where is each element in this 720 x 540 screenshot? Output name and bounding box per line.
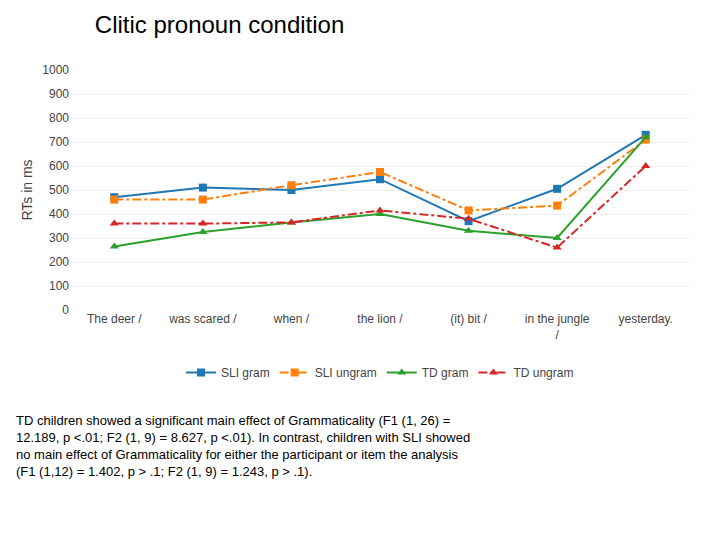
svg-text:300: 300	[49, 231, 69, 245]
svg-text:700: 700	[49, 135, 69, 149]
svg-text:400: 400	[49, 207, 69, 221]
svg-text:SLI gram: SLI gram	[221, 366, 270, 380]
svg-text:900: 900	[49, 87, 69, 101]
svg-text:yesterday.: yesterday.	[618, 312, 672, 326]
svg-text:in the jungle/: in the jungle/	[525, 312, 590, 342]
svg-text:TD gram: TD gram	[422, 366, 469, 380]
svg-text:The deer /: The deer /	[87, 312, 142, 326]
svg-text:RTs in ms: RTs in ms	[19, 159, 35, 220]
svg-text:1000: 1000	[42, 63, 69, 77]
svg-text:0: 0	[62, 303, 69, 317]
svg-text:100: 100	[49, 279, 69, 293]
svg-text:200: 200	[49, 255, 69, 269]
svg-text:the lion /: the lion /	[357, 312, 403, 326]
svg-text:600: 600	[49, 159, 69, 173]
svg-text:SLI ungram: SLI ungram	[315, 366, 377, 380]
svg-text:(it) bit /: (it) bit /	[450, 312, 487, 326]
svg-text:TD children showed a significa: TD children showed a significant main ef…	[16, 413, 470, 479]
svg-text:Clitic pronoun condition: Clitic pronoun condition	[95, 11, 344, 38]
svg-text:when /: when /	[273, 312, 310, 326]
svg-text:800: 800	[49, 111, 69, 125]
svg-text:500: 500	[49, 183, 69, 197]
svg-text:TD ungram: TD ungram	[513, 366, 573, 380]
svg-text:was scared /: was scared /	[168, 312, 237, 326]
